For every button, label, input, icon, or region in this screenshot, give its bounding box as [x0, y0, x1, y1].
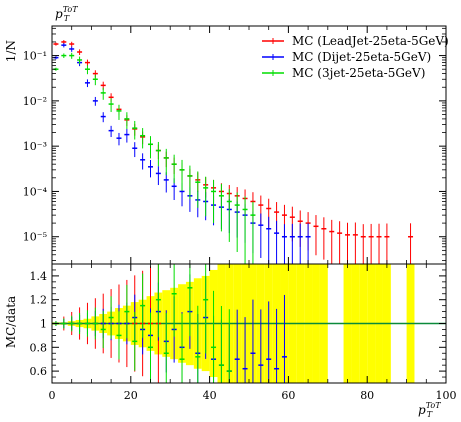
legend-entry-0: MC (LeadJet-25eta-5GeV) [262, 34, 449, 48]
main-ytick-label: 10⁻¹ [23, 50, 47, 63]
ratio-ylabel: MC/data [4, 296, 18, 348]
ratio-ytick-label: 1.2 [30, 294, 48, 307]
legend-entry-2: MC (3jet-25eta-5GeV) [262, 66, 425, 80]
main-ytick-label: 10⁻⁴ [23, 185, 48, 198]
series-2 [53, 52, 256, 264]
legend-entry-1: MC (Dijet-25eta-5GeV) [262, 50, 431, 64]
xtick-label: 40 [203, 389, 217, 402]
xtick-label: 80 [360, 389, 374, 402]
axes: 10⁻⁵ 10⁻⁴ 10⁻³ 10⁻² 10⁻¹ 0.6 0.8 1 1.2 1.4 0 20 40 60… [23, 26, 457, 402]
xtick-label: 60 [281, 389, 295, 402]
legend-label: MC (Dijet-25eta-5GeV) [292, 50, 431, 64]
ratio-ytick-label: 1 [40, 318, 47, 331]
legend-label: MC (LeadJet-25eta-5GeV) [292, 34, 449, 48]
ratio-ytick-label: 0.6 [30, 365, 48, 378]
legend-label: MC (3jet-25eta-5GeV) [292, 66, 425, 80]
xtick-label: 100 [436, 389, 457, 402]
ratio-series-2 [53, 264, 232, 383]
ratio-ytick-label: 1.4 [30, 270, 48, 283]
xtick-label: 20 [124, 389, 138, 402]
main-ylabel: 1/N [4, 40, 18, 62]
legend: MC (LeadJet-25eta-5GeV) MC (Dijet-25eta-5… [262, 34, 449, 80]
xtick-label: 0 [49, 389, 56, 402]
ratio-ytick-label: 0.8 [30, 341, 48, 354]
main-ytick-label: 10⁻⁵ [23, 231, 47, 244]
main-ytick-label: 10⁻² [23, 95, 47, 108]
main-panel-points [53, 40, 414, 264]
main-ytick-label: 10⁻³ [23, 140, 47, 153]
